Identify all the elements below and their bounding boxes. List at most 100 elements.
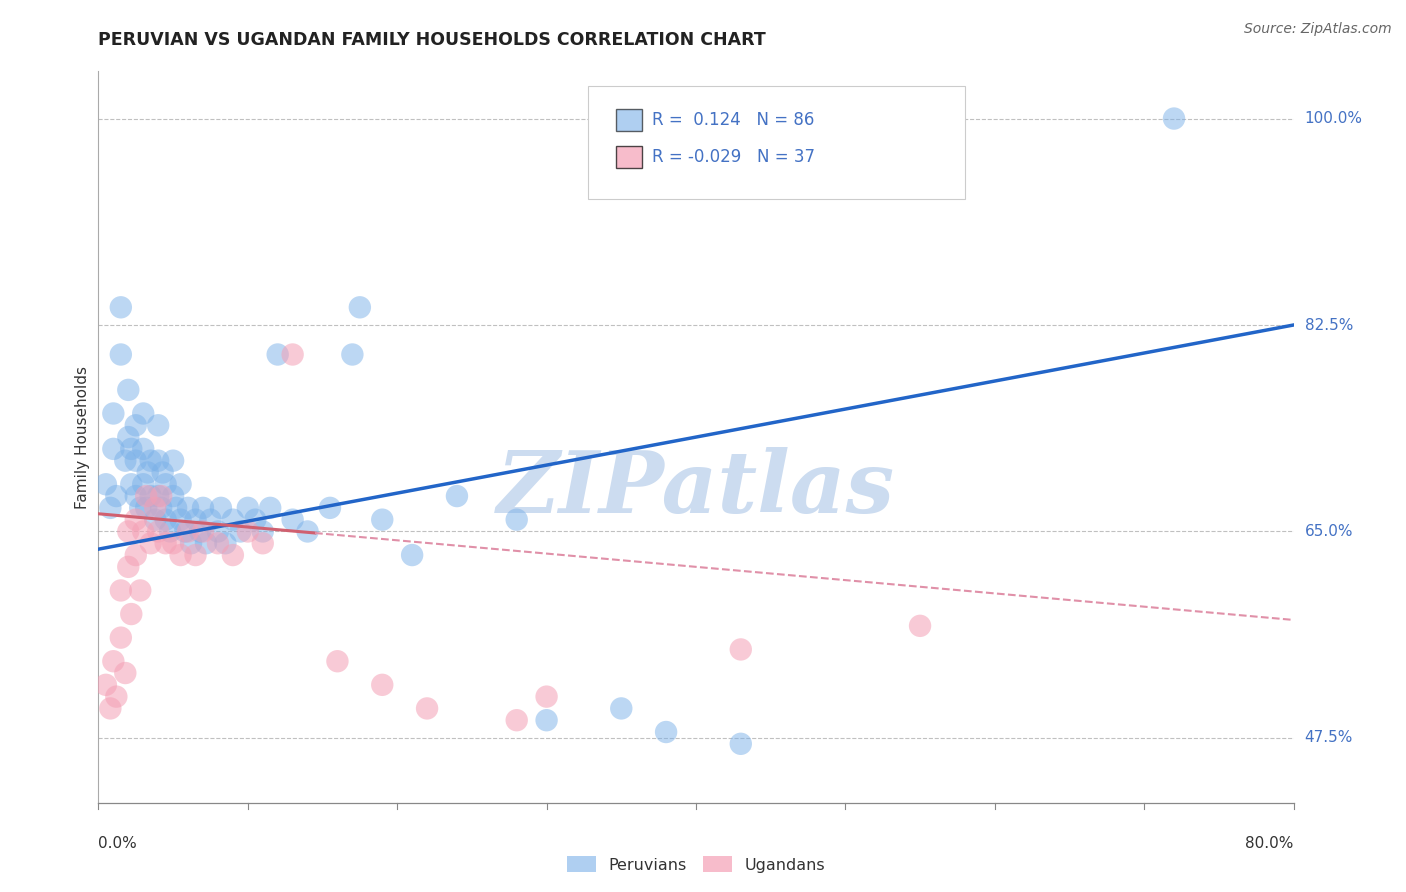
Point: [135, 489, 157, 503]
Point: [125, 489, 148, 503]
Point: [125, 513, 148, 527]
Point: [1163, 112, 1185, 126]
Point: [222, 548, 245, 562]
Point: [730, 642, 752, 657]
Point: [267, 347, 290, 361]
FancyBboxPatch shape: [616, 110, 643, 131]
Point: [139, 536, 162, 550]
Point: [110, 631, 132, 645]
Point: [150, 489, 173, 503]
Point: [159, 524, 181, 539]
Point: [169, 548, 191, 562]
Point: [191, 524, 214, 539]
Point: [132, 442, 155, 456]
Point: [730, 737, 752, 751]
Point: [148, 453, 170, 467]
Point: [214, 536, 236, 550]
Point: [177, 500, 200, 515]
Point: [281, 513, 304, 527]
Point: [165, 500, 187, 515]
Point: [94, 678, 117, 692]
Point: [536, 690, 558, 704]
Point: [162, 489, 184, 503]
Point: [655, 725, 678, 739]
Point: [184, 513, 207, 527]
Point: [259, 500, 281, 515]
Point: [136, 466, 159, 480]
Point: [207, 524, 229, 539]
Point: [98, 701, 122, 715]
Point: [105, 690, 128, 704]
Point: [506, 713, 529, 727]
Point: [169, 513, 191, 527]
Point: [371, 513, 394, 527]
Point: [103, 442, 125, 456]
Point: [148, 489, 170, 503]
Text: 100.0%: 100.0%: [1305, 111, 1362, 126]
Point: [371, 678, 394, 692]
Point: [110, 347, 132, 361]
Point: [117, 559, 139, 574]
Point: [281, 347, 304, 361]
Point: [252, 524, 274, 539]
Point: [209, 500, 232, 515]
Point: [120, 607, 142, 621]
Point: [143, 500, 166, 515]
Point: [342, 347, 364, 361]
Point: [416, 701, 439, 715]
Point: [125, 548, 148, 562]
Point: [117, 524, 139, 539]
Text: R = -0.029   N = 37: R = -0.029 N = 37: [652, 148, 814, 166]
Point: [132, 524, 155, 539]
Point: [194, 536, 218, 550]
Point: [222, 513, 245, 527]
Point: [148, 418, 170, 433]
Point: [125, 453, 148, 467]
Legend: Peruvians, Ugandans: Peruvians, Ugandans: [561, 849, 831, 879]
Point: [110, 301, 132, 315]
Point: [200, 513, 222, 527]
Point: [150, 500, 173, 515]
Point: [114, 453, 136, 467]
Point: [506, 513, 529, 527]
Point: [117, 430, 139, 444]
FancyBboxPatch shape: [616, 146, 643, 168]
Point: [125, 418, 148, 433]
FancyBboxPatch shape: [588, 86, 965, 200]
Text: 80.0%: 80.0%: [1246, 836, 1294, 851]
Text: 47.5%: 47.5%: [1305, 731, 1353, 746]
Point: [132, 477, 155, 491]
Point: [143, 513, 166, 527]
Point: [229, 524, 252, 539]
Point: [446, 489, 468, 503]
Text: ZIPatlas: ZIPatlas: [496, 447, 896, 530]
Point: [536, 713, 558, 727]
Point: [184, 548, 207, 562]
Point: [103, 654, 125, 668]
Point: [177, 524, 200, 539]
Text: 0.0%: 0.0%: [98, 836, 138, 851]
Point: [245, 513, 267, 527]
Point: [297, 524, 319, 539]
Point: [155, 513, 177, 527]
Point: [326, 654, 349, 668]
Point: [105, 489, 128, 503]
Point: [155, 536, 177, 550]
Point: [207, 536, 229, 550]
Point: [236, 524, 259, 539]
Point: [120, 442, 142, 456]
Text: 65.0%: 65.0%: [1305, 524, 1353, 539]
Point: [401, 548, 423, 562]
Point: [162, 536, 184, 550]
Point: [139, 453, 162, 467]
Point: [236, 500, 259, 515]
Point: [152, 466, 174, 480]
Point: [114, 666, 136, 681]
Point: [135, 500, 157, 515]
Point: [188, 524, 211, 539]
Point: [191, 500, 214, 515]
Point: [132, 407, 155, 421]
Point: [139, 489, 162, 503]
Text: Source: ZipAtlas.com: Source: ZipAtlas.com: [1244, 22, 1392, 37]
Point: [148, 524, 170, 539]
